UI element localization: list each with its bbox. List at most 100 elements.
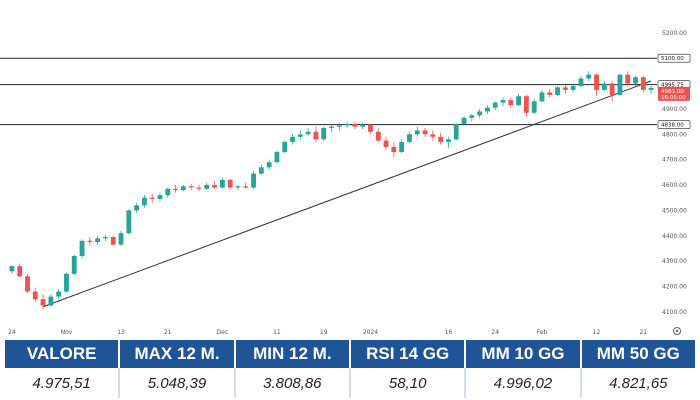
candle-body bbox=[484, 107, 490, 112]
stat-value-mm-10: 4.996,02 bbox=[466, 368, 582, 398]
candle-body bbox=[329, 126, 334, 128]
candle-body bbox=[282, 141, 288, 153]
candle-body bbox=[110, 237, 116, 245]
candle-body bbox=[368, 124, 373, 132]
stats-header-row: VALORE MAX 12 M. MIN 12 M. RSI 14 GG MM … bbox=[5, 340, 695, 368]
candle-body bbox=[25, 276, 30, 292]
stat-value-rsi-14: 58,10 bbox=[350, 368, 467, 398]
level-label-box bbox=[657, 120, 691, 129]
y-tick-label: 4300.00 bbox=[662, 258, 687, 265]
candle-body bbox=[297, 134, 303, 137]
candle-body bbox=[126, 210, 132, 234]
trendline bbox=[42, 80, 652, 308]
stat-header-valore: VALORE bbox=[5, 340, 121, 368]
candle-body bbox=[149, 197, 155, 199]
candle-body bbox=[523, 96, 529, 113]
level-label: 5100.00 bbox=[661, 56, 684, 62]
candle-body bbox=[391, 146, 397, 153]
candle-body bbox=[578, 78, 584, 87]
stat-value-max-12m: 5.048,39 bbox=[120, 368, 236, 398]
candle-body bbox=[422, 130, 428, 135]
candle-body bbox=[95, 238, 101, 243]
x-tick-label: 19 bbox=[320, 329, 328, 336]
candle-body bbox=[290, 136, 295, 142]
candle-body bbox=[313, 131, 319, 140]
x-tick-label: 16 bbox=[445, 329, 453, 336]
candle-body bbox=[188, 186, 194, 188]
x-tick-label: Feb bbox=[537, 329, 548, 336]
candle-body bbox=[219, 179, 225, 188]
candle-body bbox=[173, 188, 179, 191]
candle-body bbox=[469, 115, 475, 118]
stat-header-mm-10: MM 10 GG bbox=[466, 340, 582, 368]
candle-body bbox=[103, 237, 108, 239]
stat-header-mm-50: MM 50 GG bbox=[581, 340, 695, 368]
y-axis: 4100.00 4200.00 4300.00 4400.00 4500.00 4600.… bbox=[662, 30, 687, 316]
candle-body bbox=[601, 83, 607, 90]
stats-table: VALORE MAX 12 M. MIN 12 M. RSI 14 GG MM … bbox=[5, 340, 695, 400]
candle-body bbox=[305, 131, 311, 135]
x-tick-label: 24 bbox=[491, 329, 499, 336]
candle-body bbox=[87, 240, 93, 243]
candle-body bbox=[235, 186, 241, 188]
candle-body bbox=[71, 256, 77, 274]
candle-body bbox=[344, 124, 350, 126]
candle-body bbox=[336, 125, 342, 127]
candle-body bbox=[555, 87, 560, 95]
stat-header-min-12m: MIN 12 M. bbox=[235, 340, 351, 368]
candle-body bbox=[375, 131, 381, 141]
candle-body bbox=[165, 188, 171, 196]
candle-body bbox=[118, 233, 124, 245]
stat-value-mm-50: 4.821,65 bbox=[581, 368, 695, 398]
level-label-box bbox=[657, 53, 691, 63]
y-tick-label: 4600.00 bbox=[662, 182, 687, 189]
candle-body bbox=[40, 299, 46, 306]
candle-body bbox=[438, 136, 444, 142]
candle-body bbox=[180, 186, 186, 191]
y-tick-label: 4900.00 bbox=[662, 106, 687, 113]
stat-header-max-12m: MAX 12 M. bbox=[120, 340, 236, 368]
candle-body bbox=[625, 74, 631, 84]
candle-body bbox=[492, 102, 498, 108]
candle-body bbox=[243, 186, 249, 188]
level-lines bbox=[0, 57, 657, 126]
y-tick-label: 4200.00 bbox=[662, 283, 687, 290]
candle-body bbox=[321, 127, 327, 140]
last-price-box bbox=[658, 86, 690, 101]
level-label: 4838.00 bbox=[661, 123, 684, 129]
candle-body bbox=[32, 291, 38, 300]
candle-body bbox=[274, 152, 280, 163]
candle-body bbox=[251, 173, 256, 188]
candle-body bbox=[586, 74, 592, 79]
candle-body bbox=[461, 117, 467, 125]
candles bbox=[9, 71, 654, 310]
stats-value-row: 4.975,51 5.048,39 3.808,86 58,10 4.996,0… bbox=[5, 368, 695, 398]
candle-body bbox=[383, 140, 389, 147]
y-tick-label: 5200.00 bbox=[662, 30, 687, 37]
candle-body bbox=[157, 195, 163, 199]
candle-body bbox=[360, 124, 366, 127]
candle-body bbox=[617, 74, 623, 95]
candle-body bbox=[212, 185, 217, 188]
candle-body bbox=[633, 77, 638, 84]
stat-value-min-12m: 3.808,86 bbox=[235, 368, 351, 398]
candle-body bbox=[570, 86, 576, 90]
candle-body bbox=[204, 185, 210, 189]
candle-body bbox=[407, 134, 412, 142]
y-tick-label: 4500.00 bbox=[662, 207, 687, 214]
candle-body bbox=[64, 273, 69, 292]
y-tick-label: 4100.00 bbox=[662, 309, 687, 316]
x-tick-label: Nov bbox=[61, 329, 73, 336]
x-tick-label: 13 bbox=[117, 329, 125, 336]
y-tick-label: 4400.00 bbox=[662, 233, 687, 240]
candle-body bbox=[453, 124, 459, 140]
candle-body bbox=[56, 291, 62, 297]
candle-body bbox=[640, 77, 646, 90]
candle-body bbox=[500, 100, 506, 103]
candle-body bbox=[258, 167, 264, 174]
stat-value-valore: 4.975,51 bbox=[5, 368, 121, 398]
candle-body bbox=[648, 87, 654, 90]
y-tick-label: 4700.00 bbox=[662, 157, 687, 164]
gear-icon[interactable] bbox=[673, 327, 681, 335]
candle-body bbox=[141, 197, 147, 206]
